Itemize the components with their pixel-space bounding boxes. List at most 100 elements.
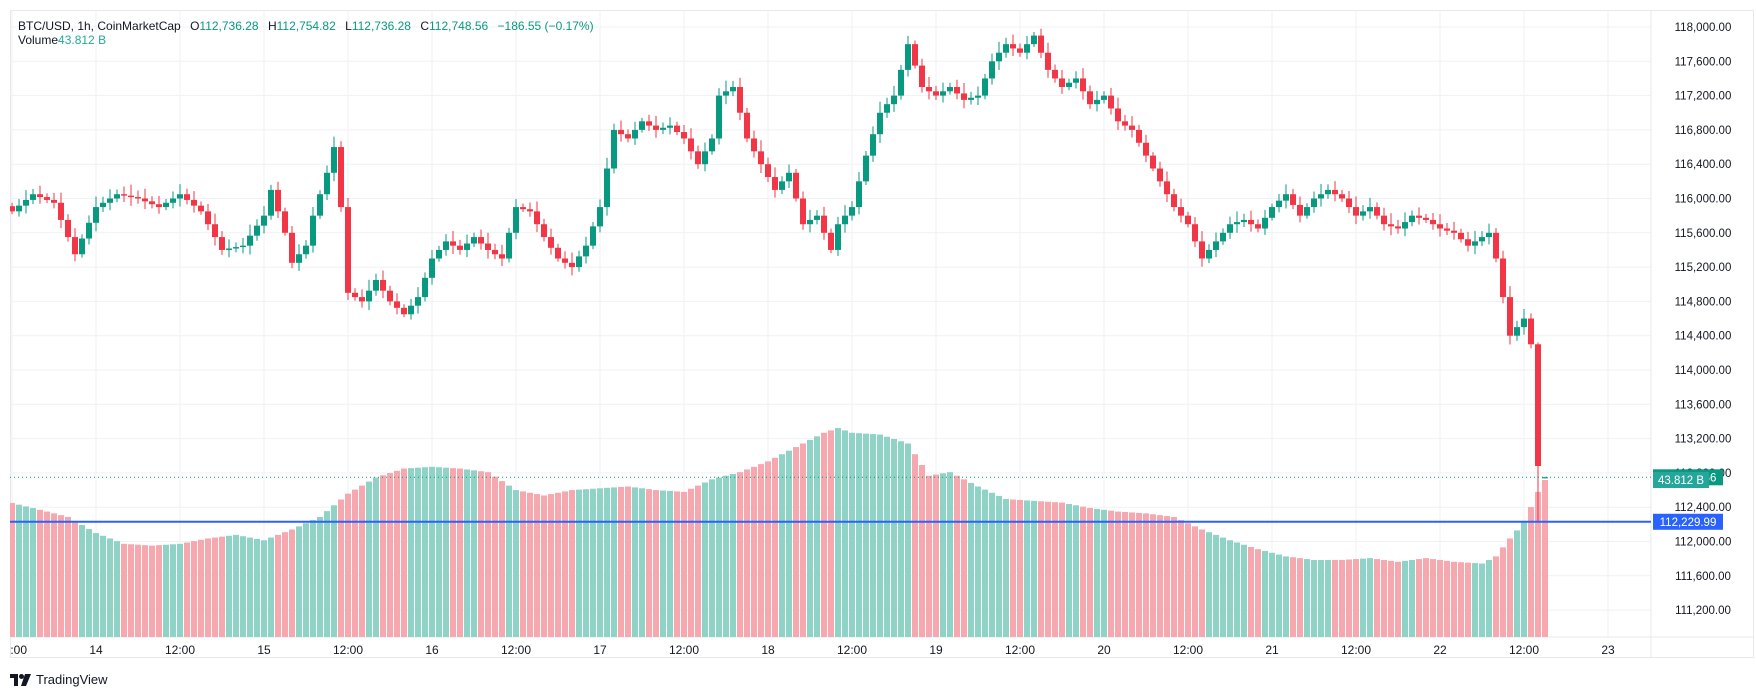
high-label: H <box>267 19 277 33</box>
volume-bar <box>1087 507 1093 637</box>
candle-body <box>205 211 211 225</box>
candle-body <box>345 207 351 293</box>
candle-body <box>135 197 141 199</box>
candle-body <box>191 199 197 206</box>
candle-body <box>1290 194 1296 205</box>
open-label: O <box>190 19 200 33</box>
price-tick-label: 112,000.00 <box>1675 537 1732 549</box>
candle-body <box>884 104 890 113</box>
volume-bar <box>646 489 652 637</box>
volume-bar <box>324 511 330 637</box>
candle-body <box>1416 215 1422 218</box>
candle-body <box>828 232 834 250</box>
volume-bar <box>583 489 589 637</box>
volume-bar <box>1297 558 1303 637</box>
candle-body <box>1059 78 1065 88</box>
volume-bar <box>240 536 246 637</box>
volume-bar <box>1017 499 1023 637</box>
candle-body <box>1171 194 1177 208</box>
candle-body <box>401 307 407 315</box>
candle-body <box>800 198 806 225</box>
volume-bar <box>1199 529 1205 637</box>
candle-body <box>912 44 918 66</box>
candle-body <box>10 206 15 212</box>
candle-body <box>1178 207 1184 216</box>
price-tick-label: 111,600.00 <box>1675 571 1731 583</box>
ohlc-legend: BTC/USD, 1h, CoinMarketCap O 112,736.28 H… <box>18 17 594 35</box>
candle-body <box>793 172 799 199</box>
volume-bar <box>604 487 610 637</box>
time-tick-label: 12:00 <box>1173 643 1203 657</box>
candle-body <box>1493 232 1499 259</box>
candle-body <box>891 95 897 105</box>
volume-bar <box>576 489 582 637</box>
candle-body <box>156 204 162 208</box>
candle-body <box>723 91 729 96</box>
candle-body <box>464 243 470 250</box>
candle-body <box>1374 207 1380 216</box>
candle-body <box>128 195 134 198</box>
candle-body <box>352 292 358 298</box>
candle-body <box>877 112 883 135</box>
volume-value: 43.812 B <box>58 33 107 47</box>
volume-bar <box>961 479 967 637</box>
candle-body <box>1157 168 1163 182</box>
candle-body <box>86 222 92 239</box>
volume-bar <box>1458 562 1464 637</box>
volume-bar <box>1346 559 1352 637</box>
volume-bar <box>464 469 470 637</box>
price-tick-label: 118,000.00 <box>1675 22 1732 34</box>
volume-bar <box>870 434 876 637</box>
candle-body <box>317 194 323 216</box>
volume-bar <box>359 485 365 637</box>
candle-body <box>1269 207 1275 218</box>
time-tick-label: 17 <box>593 643 607 657</box>
candle-body <box>1045 52 1051 70</box>
candle-body <box>926 87 932 92</box>
candle-body <box>611 129 617 169</box>
volume-bar <box>205 538 211 637</box>
time-tick-label: 12:00 <box>165 643 195 657</box>
volume-bar <box>912 454 918 637</box>
volume-bar <box>688 488 694 637</box>
volume-bar <box>499 481 505 637</box>
volume-bar <box>1465 562 1471 637</box>
candle-body <box>968 97 974 100</box>
volume-bar <box>702 482 708 637</box>
volume-bar <box>597 488 603 637</box>
candle-body <box>1094 99 1100 105</box>
time-tick-label: 12:00 <box>10 643 27 657</box>
candle-body <box>849 207 855 216</box>
volume-bar <box>1486 559 1492 637</box>
volume-bar <box>163 544 169 637</box>
candle-body <box>569 262 575 268</box>
candle-body <box>408 305 414 315</box>
candle-body <box>226 248 232 250</box>
candle-body <box>16 205 22 212</box>
candlestick-chart[interactable]: 118,000.00 117,600.00 117,200.00 116,800.00… <box>10 10 1754 658</box>
volume-bar <box>282 532 288 637</box>
symbol-title[interactable]: BTC/USD, 1h, CoinMarketCap <box>18 19 181 33</box>
candle-body <box>1430 219 1436 225</box>
volume-bar <box>723 475 729 637</box>
volume-bar <box>835 428 841 637</box>
volume-bar <box>1283 556 1289 637</box>
volume-bar <box>618 486 624 637</box>
price-tick-label: 117,200.00 <box>1675 91 1732 103</box>
low-value: 112,736.28 <box>351 19 411 33</box>
low-label: L <box>345 19 352 33</box>
time-tick-label: 18 <box>761 643 775 657</box>
tradingview-logo[interactable]: TradingView <box>10 672 108 687</box>
candle-body <box>639 121 645 130</box>
candle-body <box>667 125 673 128</box>
candle-body <box>954 87 960 94</box>
candle-body <box>905 44 911 70</box>
candle-body <box>331 147 337 173</box>
candle-body <box>233 247 239 249</box>
candle-body <box>1038 35 1044 53</box>
volume-label[interactable]: Volume <box>18 33 59 47</box>
candle-body <box>429 258 435 278</box>
volume-bar <box>681 491 687 637</box>
time-tick-label: 20 <box>1097 643 1111 657</box>
volume-bar <box>1402 560 1408 637</box>
